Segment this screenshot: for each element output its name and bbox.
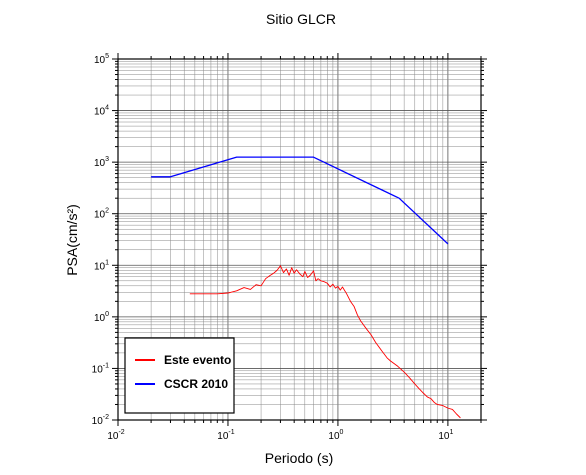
x-tick-label-base: 10	[328, 431, 340, 442]
legend: Este evento CSCR 2010	[124, 337, 235, 414]
x-tick-label: 10-1	[217, 429, 234, 442]
y-tick-label: 10-1	[92, 362, 109, 375]
y-tick-label: 101	[94, 259, 109, 272]
tick-marks	[112, 53, 487, 426]
legend-box	[124, 337, 235, 414]
x-tick-label: 10-2	[107, 429, 124, 442]
y-tick-label-exponent: -1	[103, 362, 109, 369]
x-tick-label: 101	[438, 429, 453, 442]
x-axis-label: Periodo (s)	[265, 450, 333, 466]
y-tick-label: 103	[94, 156, 109, 169]
y-tick-label-exponent: 5	[105, 53, 109, 60]
y-tick-label-base: 10	[94, 107, 106, 118]
series-line-cscr-2010	[151, 156, 449, 245]
y-tick-label: 10-2	[92, 414, 109, 427]
y-axis-label: PSA(cm/s²)	[64, 204, 80, 276]
legend-label-cscr-2010: CSCR 2010	[164, 377, 228, 391]
chart-title: Sitio GLCR	[266, 11, 336, 27]
y-tick-label-base: 10	[92, 416, 104, 427]
x-tick-label-base: 10	[107, 431, 119, 442]
y-tick-label-exponent: 3	[105, 156, 109, 163]
x-tick-label-exponent: -1	[228, 429, 234, 436]
y-tick-label-exponent: -2	[103, 414, 109, 421]
x-tick-label-exponent: 1	[450, 429, 454, 436]
series-layer	[151, 156, 461, 419]
y-tick-label-base: 10	[94, 261, 106, 272]
grid-lines	[117, 58, 482, 421]
y-tick-label-base: 10	[94, 55, 106, 66]
y-tick-label: 102	[94, 208, 109, 221]
legend-label-este-evento: Este evento	[164, 353, 231, 367]
y-tick-label-base: 10	[94, 158, 106, 169]
y-tick-label-base: 10	[92, 364, 104, 375]
x-tick-label-exponent: -2	[118, 429, 124, 436]
x-tick-label-base: 10	[438, 431, 450, 442]
y-tick-label: 105	[94, 53, 109, 66]
x-tick-label-exponent: 0	[340, 429, 344, 436]
series-line-este-evento	[189, 265, 461, 419]
x-tick-label: 100	[328, 429, 343, 442]
y-tick-label: 104	[94, 105, 109, 118]
x-tick-label-base: 10	[217, 431, 229, 442]
y-tick-label-exponent: 2	[105, 208, 109, 215]
y-tick-label: 100	[94, 311, 109, 324]
y-tick-label-base: 10	[94, 313, 106, 324]
y-tick-label-exponent: 0	[105, 311, 109, 318]
y-tick-label-base: 10	[94, 210, 106, 221]
y-tick-label-exponent: 4	[105, 105, 109, 112]
plot-frame	[117, 58, 482, 421]
y-tick-label-exponent: 1	[105, 259, 109, 266]
